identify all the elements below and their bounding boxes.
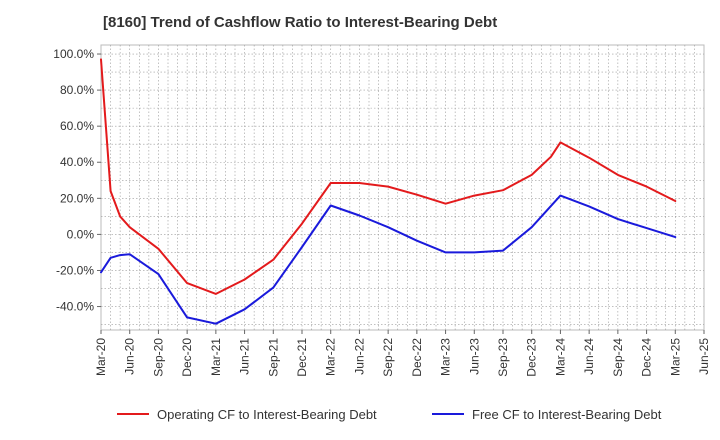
x-tick-label: Sep-23	[496, 338, 510, 377]
y-tick-label: -20.0%	[56, 263, 94, 277]
x-tick-label: Jun-22	[352, 338, 366, 375]
x-tick-label: Mar-23	[439, 338, 453, 376]
x-tick-label: Jun-24	[582, 338, 596, 375]
series-line-2	[100, 194, 677, 325]
x-tick-label: Sep-24	[611, 338, 625, 377]
series-lines	[100, 58, 677, 325]
x-tick-label: Sep-20	[151, 338, 165, 377]
series-line-1	[100, 58, 677, 295]
y-tick-label: 100.0%	[53, 47, 94, 61]
x-tick-label: Mar-24	[553, 338, 567, 376]
legend-label-1: Operating CF to Interest-Bearing Debt	[157, 407, 377, 422]
x-tick-label: Sep-21	[266, 338, 280, 377]
chart-title: [8160] Trend of Cashflow Ratio to Intere…	[103, 14, 498, 31]
x-tick-label: Dec-22	[410, 338, 424, 377]
y-tick-label: 20.0%	[60, 191, 94, 205]
x-tick-label: Sep-22	[381, 338, 395, 377]
y-axis-ticks: 100.0% 80.0% 60.0% 40.0% 20.0% 0.0% -20.0% -40.…	[53, 47, 101, 314]
x-tick-label: Dec-23	[525, 338, 539, 377]
legend-label-2: Free CF to Interest-Bearing Debt	[472, 407, 662, 422]
x-tick-label: Dec-21	[295, 338, 309, 377]
y-tick-label: 0.0%	[67, 227, 95, 241]
y-tick-label: -40.0%	[56, 300, 94, 314]
x-tick-label: Mar-21	[209, 338, 223, 376]
x-tick-label: Jun-20	[123, 338, 137, 375]
x-axis-ticks: Mar-20 Jun-20 Sep-20 Dec-20 Mar-21 Jun-21 Sep-…	[94, 330, 711, 377]
x-tick-label: Mar-22	[324, 338, 338, 376]
y-tick-label: 40.0%	[60, 155, 94, 169]
x-tick-label: Mar-20	[94, 338, 108, 376]
y-tick-label: 60.0%	[60, 119, 94, 133]
x-tick-label: Jun-21	[238, 338, 252, 375]
x-tick-label: Dec-20	[180, 338, 194, 377]
plot-area	[100, 44, 705, 331]
legend: Operating CF to Interest-Bearing Debt Fre…	[117, 407, 662, 422]
y-tick-label: 80.0%	[60, 83, 94, 97]
x-tick-label: Jun-23	[467, 338, 481, 375]
x-tick-label: Mar-25	[668, 338, 682, 376]
x-tick-label: Jun-25	[697, 338, 711, 375]
x-tick-label: Dec-24	[640, 338, 654, 377]
